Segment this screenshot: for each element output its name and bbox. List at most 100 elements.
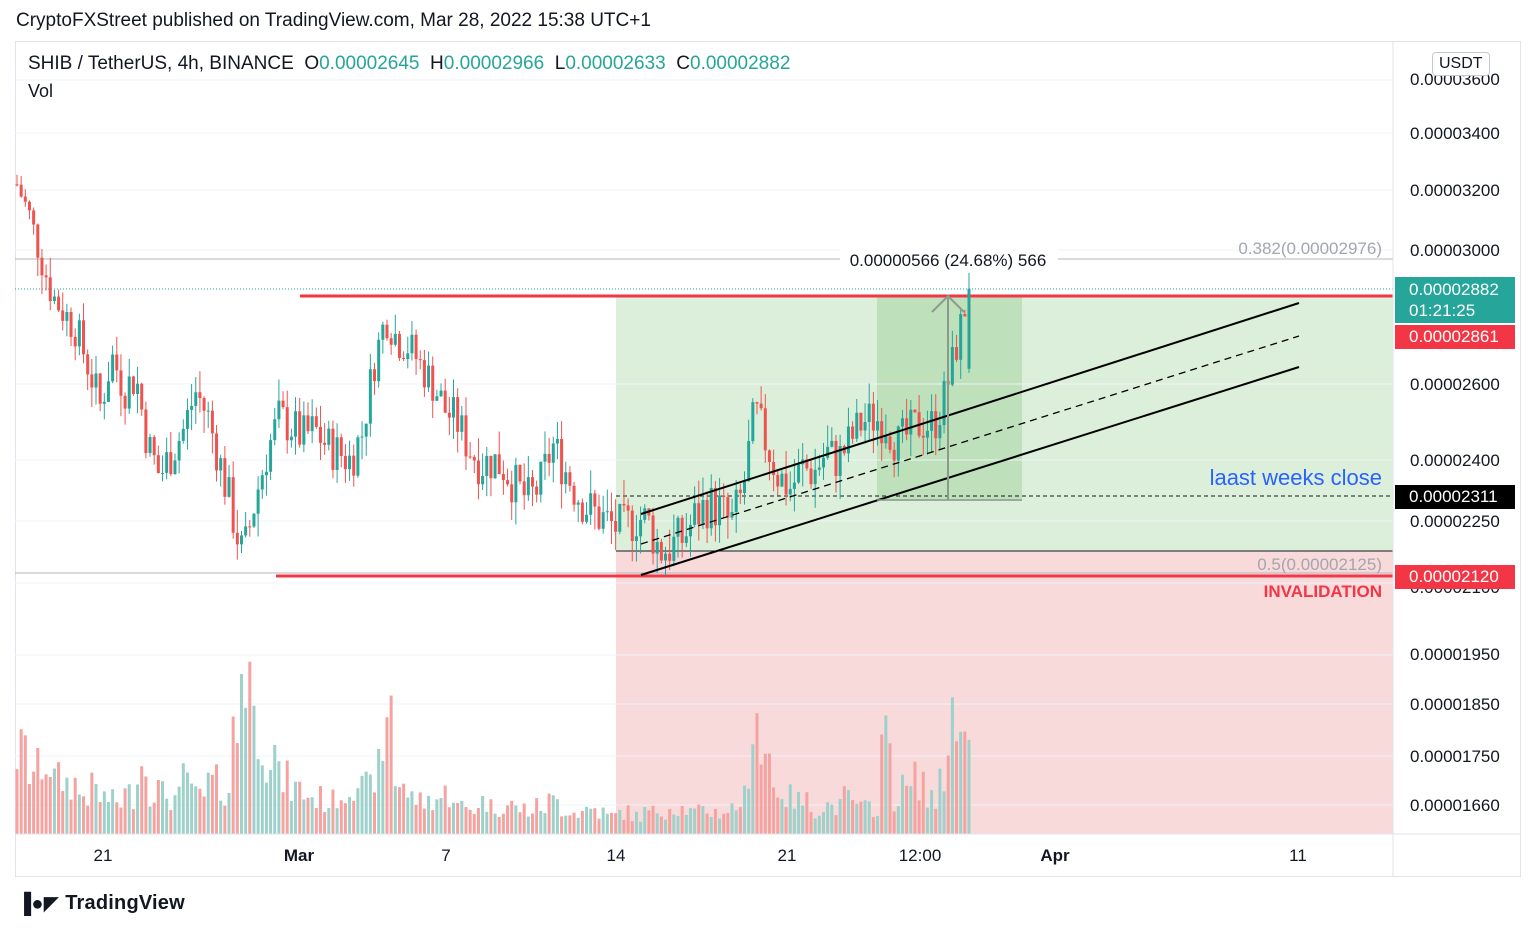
candle-body	[69, 311, 73, 337]
candle-body	[605, 511, 609, 513]
candle-body	[73, 336, 77, 347]
symbol-name[interactable]: SHIB / TetherUS, 4h, BINANCE	[28, 53, 294, 74]
candle-body	[360, 436, 364, 438]
candle-body	[460, 415, 464, 432]
candle-body	[140, 383, 144, 410]
candle-body	[722, 495, 726, 498]
volume-bar	[377, 749, 381, 834]
currency-unit-button[interactable]: USDT	[1432, 52, 1490, 76]
volume-bar	[551, 795, 555, 834]
volume-bar	[248, 661, 252, 834]
volume-bar	[921, 771, 925, 834]
candle-body	[726, 497, 730, 518]
volume-bar	[397, 787, 401, 834]
candle-body	[314, 416, 318, 427]
tradingview-logo[interactable]: ▐●◤ TradingView	[17, 892, 185, 915]
volume-bar	[510, 800, 514, 834]
channel-lower-line[interactable]	[640, 366, 1300, 576]
candle-body	[838, 445, 842, 476]
candle-body	[343, 455, 347, 470]
candle-body	[219, 458, 223, 471]
volume-bar	[269, 769, 273, 834]
candle-body	[181, 428, 185, 441]
candle-body	[826, 446, 830, 458]
candle-body	[942, 380, 946, 426]
volume-bar	[821, 812, 825, 834]
volume-bar	[32, 771, 36, 834]
volume-bar	[106, 801, 110, 834]
candle-body	[668, 553, 672, 561]
x-tick: 14	[606, 846, 626, 865]
candle-body	[364, 423, 368, 437]
volume-bar	[518, 812, 522, 834]
candle-body	[397, 333, 401, 358]
volume-bar	[734, 810, 738, 834]
volume-bar	[194, 786, 198, 834]
candle-body	[784, 473, 788, 495]
volume-bar	[817, 815, 821, 834]
volume-bar	[797, 791, 801, 834]
candle-body	[950, 347, 954, 385]
volume-bar	[722, 813, 726, 834]
volume-indicator-label[interactable]: Vol	[28, 81, 54, 101]
volume-bar	[543, 813, 547, 834]
volume-bar	[148, 806, 152, 834]
candle-body	[589, 493, 593, 515]
candle-body	[555, 438, 559, 444]
volume-bar	[867, 801, 871, 834]
candle-body	[485, 455, 489, 476]
volume-bar	[755, 713, 759, 834]
current-price-badge: 0.00002882 01:21:25	[1395, 277, 1515, 323]
volume-bar	[140, 766, 144, 834]
candle-body	[626, 505, 630, 511]
volume-bar	[472, 813, 476, 834]
candle-body	[19, 184, 23, 197]
volume-bar	[506, 805, 510, 834]
volume-bar	[57, 762, 61, 834]
volume-bar	[86, 805, 90, 834]
candle-body	[40, 257, 44, 276]
candle-body	[123, 395, 127, 409]
candle-body	[518, 464, 522, 482]
candle-body	[165, 452, 169, 473]
candle-body	[805, 459, 809, 469]
channel-upper-line[interactable]	[640, 302, 1300, 515]
volume-bar	[713, 808, 717, 834]
candle-body	[709, 487, 713, 529]
candle-body	[539, 461, 543, 495]
candle-body	[339, 437, 343, 456]
y-tick: 0.00001850	[1410, 695, 1500, 714]
volume-bar	[485, 811, 489, 834]
volume-bar	[210, 774, 214, 834]
volume-bar	[468, 809, 472, 834]
volume-bar	[597, 818, 601, 834]
candle-body	[510, 484, 514, 503]
volume-bar	[169, 810, 173, 834]
candle-body	[52, 296, 56, 302]
high-label: H	[430, 53, 444, 74]
candle-body	[934, 411, 938, 439]
candle-body	[177, 440, 181, 461]
candle-body	[373, 369, 377, 382]
candle-body	[44, 275, 48, 278]
candle-body	[680, 517, 684, 543]
candle-body	[809, 468, 813, 485]
candle-body	[580, 502, 584, 522]
volume-bar	[630, 821, 634, 834]
candle-body	[614, 521, 618, 532]
weekly-close-price-badge: 0.00002311	[1395, 485, 1515, 509]
volume-bar	[285, 760, 289, 834]
volume-bar	[805, 792, 809, 834]
candle-body	[185, 409, 189, 429]
candle-body	[618, 503, 622, 532]
volume-bar	[747, 788, 751, 834]
volume-bar	[684, 814, 688, 834]
candle-body	[472, 456, 476, 461]
candle-body	[348, 455, 352, 470]
volume-bar	[801, 805, 805, 834]
volume-bar	[40, 779, 44, 834]
volume-bar	[560, 816, 564, 834]
volume-bar	[414, 804, 418, 834]
volume-bar	[389, 695, 393, 834]
